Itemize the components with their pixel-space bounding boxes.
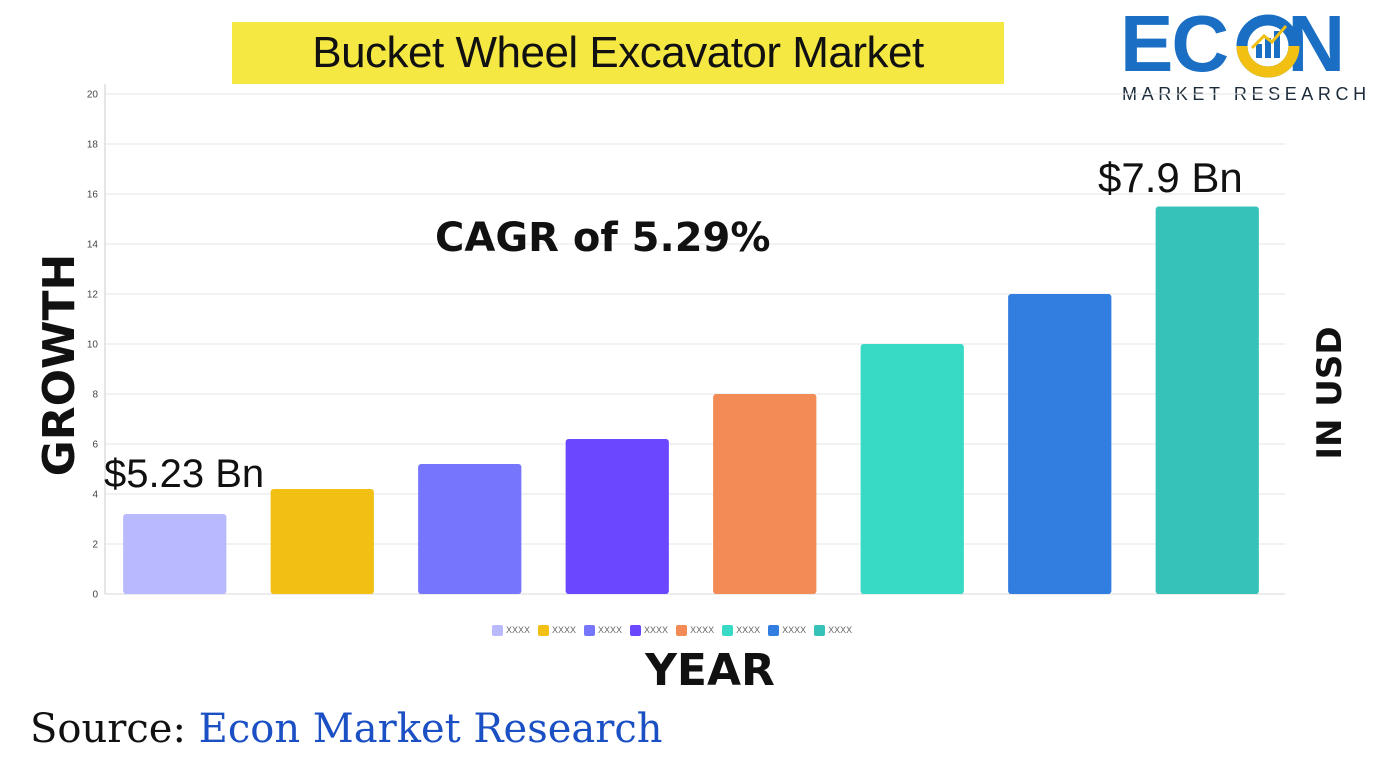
- y-tick-label: 16: [87, 190, 99, 201]
- y-tick-label: 18: [87, 140, 99, 151]
- legend-item: XXXX: [630, 624, 669, 636]
- y-tick-label: 4: [92, 490, 98, 501]
- logo-wordmark: ECON: [1120, 0, 1345, 88]
- legend-label: XXXX: [644, 625, 669, 635]
- legend-label: XXXX: [782, 625, 807, 635]
- logo-growth-icon: [1236, 14, 1300, 78]
- x-axis-label: YEAR: [645, 645, 775, 696]
- legend-item: XXXX: [768, 624, 807, 636]
- legend-item: XXXX: [538, 624, 577, 636]
- y-tick-label: 2: [92, 540, 98, 551]
- legend-swatch: [630, 624, 642, 636]
- chart-title: Bucket Wheel Excavator Market: [232, 22, 1004, 84]
- legend-swatch: [722, 624, 734, 636]
- source-prefix: Source:: [30, 706, 186, 752]
- legend-label: XXXX: [690, 625, 715, 635]
- legend-label: XXXX: [736, 625, 761, 635]
- source-name: Econ Market Research: [198, 706, 663, 752]
- y-tick-label: 20: [87, 90, 99, 101]
- y-tick-label: 0: [92, 590, 98, 601]
- legend-swatch: [768, 624, 780, 636]
- source-line: Source: Econ Market Research: [30, 706, 663, 752]
- legend-item: XXXX: [584, 624, 623, 636]
- legend-label: XXXX: [506, 625, 531, 635]
- legend-swatch: [538, 624, 550, 636]
- bar: [1155, 206, 1259, 594]
- legend-item: XXXX: [814, 624, 853, 636]
- y-tick-label: 12: [87, 290, 99, 301]
- bar: [713, 394, 817, 594]
- start-value-annotation: $5.23 Bn: [104, 452, 265, 496]
- y-tick-label: 8: [92, 390, 98, 401]
- end-value-annotation: $7.9 Bn: [1098, 154, 1243, 201]
- cagr-annotation: CAGR of 5.29%: [435, 215, 771, 261]
- bar: [860, 344, 964, 594]
- legend-swatch: [676, 624, 688, 636]
- bar: [565, 439, 669, 594]
- legend-item: XXXX: [492, 624, 531, 636]
- legend-swatch: [584, 624, 596, 636]
- legend-label: XXXX: [598, 625, 623, 635]
- bar: [418, 464, 522, 594]
- legend-label: XXXX: [828, 625, 853, 635]
- chart-legend: XXXX XXXX XXXX XXXX XXXX XXXX XXXX XXXX: [492, 623, 852, 637]
- legend-label: XXXX: [552, 625, 577, 635]
- y-axis-unit-label: IN USD: [1310, 326, 1350, 460]
- y-axis-label: GROWTH: [34, 253, 85, 477]
- bar: [123, 514, 227, 594]
- legend-item: XXXX: [722, 624, 761, 636]
- bar: [270, 489, 374, 594]
- legend-swatch: [492, 624, 503, 636]
- y-tick-label: 14: [87, 240, 99, 251]
- legend-swatch: [814, 624, 826, 636]
- y-tick-label: 10: [87, 340, 99, 351]
- y-tick-label: 6: [92, 440, 98, 451]
- bar: [1008, 294, 1112, 594]
- legend-item: XXXX: [676, 624, 715, 636]
